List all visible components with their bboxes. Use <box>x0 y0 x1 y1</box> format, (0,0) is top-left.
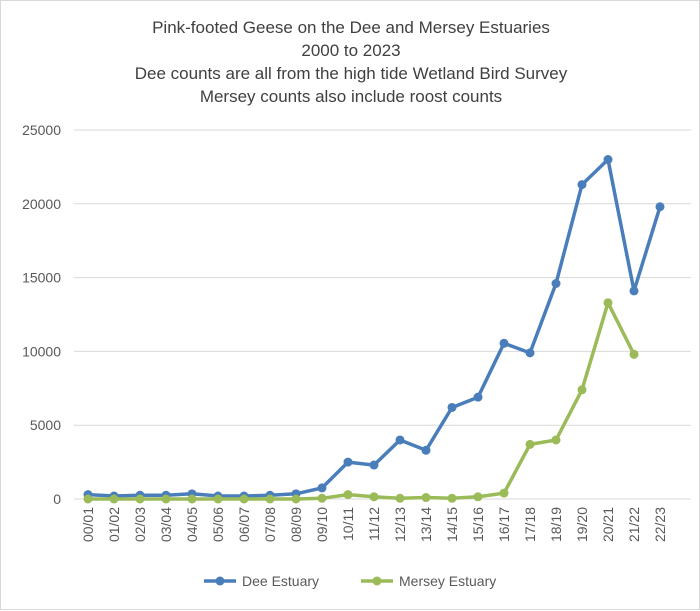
x-tick-label: 19/20 <box>574 507 590 542</box>
dee-estuary-point <box>447 402 457 412</box>
dee-estuary-point <box>317 483 327 493</box>
mersey-estuary-point <box>525 439 535 449</box>
chart-title-line-3: Dee counts are all from the high tide We… <box>134 64 568 83</box>
x-tick-label: 21/22 <box>626 507 642 542</box>
y-tick-label: 20000 <box>22 196 61 212</box>
mersey-estuary-point <box>447 493 457 503</box>
mersey-estuary-point <box>603 298 613 308</box>
mersey-estuary-point <box>265 494 275 504</box>
mersey-estuary-point <box>369 492 379 502</box>
x-tick-label: 16/17 <box>496 507 512 542</box>
x-tick-label: 13/14 <box>418 507 434 542</box>
gridlines <box>74 129 691 500</box>
x-tick-label: 07/08 <box>262 507 278 542</box>
dee-estuary-point <box>499 338 509 348</box>
x-tick-label: 20/21 <box>600 507 616 542</box>
y-tick-label: 25000 <box>22 122 61 138</box>
x-tick-label: 17/18 <box>522 507 538 542</box>
mersey-estuary-point <box>161 494 171 504</box>
x-tick-label: 14/15 <box>444 507 460 542</box>
legend: Dee Estuary Mersey Estuary <box>204 573 496 589</box>
mersey-estuary-point <box>577 385 587 395</box>
mersey-estuary-point <box>291 494 301 504</box>
dee-estuary-point <box>629 286 639 296</box>
mersey-estuary-point <box>213 494 223 504</box>
mersey-estuary-point <box>629 349 639 359</box>
dee-estuary-point <box>655 202 665 212</box>
dee-estuary-line <box>87 157 662 498</box>
x-tick-label: 06/07 <box>236 507 252 542</box>
mersey-estuary-point <box>473 492 483 502</box>
x-tick-label: 08/09 <box>288 507 304 542</box>
mersey-estuary-point <box>109 494 119 504</box>
x-tick-label: 04/05 <box>184 507 200 542</box>
mersey-estuary-point <box>551 435 561 445</box>
dee-estuary-point <box>343 457 353 467</box>
x-tick-label: 09/10 <box>314 507 330 542</box>
mersey-estuary-point <box>187 494 197 504</box>
x-tick-label: 18/19 <box>548 507 564 542</box>
mersey-estuary-point <box>135 494 145 504</box>
mersey-estuary-point <box>395 493 405 503</box>
x-tick-label: 11/12 <box>366 507 382 541</box>
x-tick-label: 15/16 <box>470 507 486 542</box>
chart-title-line-4: Mersey counts also include roost counts <box>199 87 503 106</box>
dee-estuary-point <box>421 445 431 455</box>
x-tick-label: 01/02 <box>106 507 122 542</box>
dee-estuary-point <box>551 279 561 289</box>
mersey-estuary-line <box>88 300 636 501</box>
dee-estuary-point <box>369 460 379 470</box>
mersey-estuary-point <box>343 490 353 500</box>
x-tick-label: 10/11 <box>340 507 356 541</box>
x-tick-label: 12/13 <box>392 507 408 542</box>
dee-estuary-point <box>525 348 535 358</box>
x-tick-label: 03/04 <box>158 507 174 542</box>
chart-title-line-2: 2000 to 2023 <box>301 41 401 60</box>
mersey-estuary-point <box>499 488 509 498</box>
dee-estuary-point <box>577 180 587 190</box>
x-axis-ticks: 00/01 01/02 02/03 03/04 04/05 05/06 06/07 07/08… <box>80 507 668 542</box>
y-axis-ticks: 0 5000 10000 15000 20000 25000 <box>22 122 61 507</box>
legend-label-mersey-estuary: Mersey Estuary <box>399 573 496 589</box>
series-lines <box>83 155 665 504</box>
mersey-estuary-point <box>421 493 431 503</box>
x-tick-label: 02/03 <box>132 507 148 542</box>
mersey-estuary-point <box>317 493 327 503</box>
mersey-estuary-point <box>83 494 93 504</box>
dee-estuary-point <box>473 392 483 402</box>
dee-estuary-point <box>603 155 613 165</box>
chart-title-line-1: Pink-footed Geese on the Dee and Mersey … <box>152 18 550 37</box>
legend-swatch-marker <box>372 576 382 586</box>
dee-estuary-point <box>395 435 405 445</box>
y-tick-label: 0 <box>53 491 61 507</box>
legend-label-dee-estuary: Dee Estuary <box>242 573 319 589</box>
x-tick-label: 05/06 <box>210 507 226 542</box>
x-tick-label: 00/01 <box>80 507 96 542</box>
y-tick-label: 15000 <box>22 270 61 286</box>
y-tick-label: 10000 <box>22 343 61 359</box>
x-tick-label: 22/23 <box>652 507 668 542</box>
y-tick-label: 5000 <box>30 417 61 433</box>
legend-swatch-marker <box>215 576 225 586</box>
mersey-estuary-point <box>239 494 249 504</box>
